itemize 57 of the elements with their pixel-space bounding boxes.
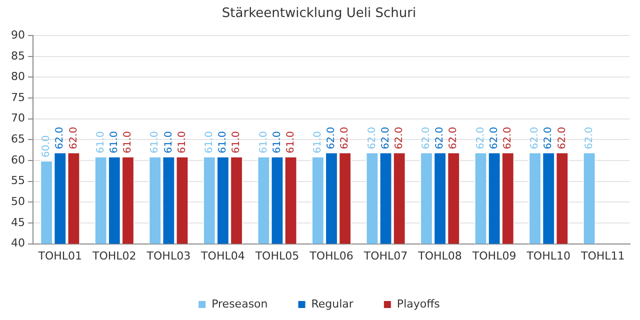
legend-label: Preseason xyxy=(212,297,268,310)
y-tick-label: 55 xyxy=(10,174,25,188)
data-label: 61.0 xyxy=(258,131,270,154)
data-label: 62.0 xyxy=(543,126,554,150)
y-tick-label: 65 xyxy=(10,132,25,146)
x-tick-label: TOHL02 xyxy=(92,249,136,262)
y-tick-label: 50 xyxy=(10,195,25,208)
x-tick-label: TOHL08 xyxy=(417,249,462,262)
data-label: 62.0 xyxy=(502,126,514,150)
data-label: 62.0 xyxy=(434,126,446,150)
data-label: 61.0 xyxy=(163,131,174,154)
y-tick-label: 40 xyxy=(10,236,25,250)
data-label: 61.0 xyxy=(272,131,283,154)
data-label: 62.0 xyxy=(584,126,595,150)
x-tick-label: TOHL11 xyxy=(580,249,625,262)
data-label: 61.0 xyxy=(176,131,188,154)
data-label: 60.0 xyxy=(41,135,52,158)
x-tick-label: TOHL07 xyxy=(362,249,408,262)
data-label: 62.0 xyxy=(366,126,378,150)
x-tick-label: TOHL03 xyxy=(146,249,191,262)
data-label: 61.0 xyxy=(109,131,120,154)
legend-label: Playoffs xyxy=(396,297,440,310)
legend-label: Regular xyxy=(311,297,354,310)
data-label: 62.0 xyxy=(530,126,541,150)
data-label: 62.0 xyxy=(556,126,568,150)
y-tick-label: 60 xyxy=(10,153,25,166)
data-label: 61.0 xyxy=(231,131,242,154)
data-label: 62.0 xyxy=(394,126,405,150)
data-label: 62.0 xyxy=(380,126,392,150)
chart-title: Stärkeentwicklung Ueli Schuri xyxy=(222,6,416,22)
data-label: 62.0 xyxy=(326,126,338,150)
y-tick-label: 80 xyxy=(10,70,25,84)
data-label: 61.0 xyxy=(122,131,134,154)
data-label: 62.0 xyxy=(421,126,432,150)
y-tick-label: 85 xyxy=(10,49,25,62)
x-tick-label: TOHL09 xyxy=(471,249,516,262)
y-tick-label: 90 xyxy=(10,28,25,42)
data-label: 62.0 xyxy=(488,126,500,150)
data-label: 62.0 xyxy=(340,126,351,150)
data-label: 61.0 xyxy=(204,131,215,154)
data-label: 62.0 xyxy=(475,126,486,150)
y-tick-label: 75 xyxy=(10,90,25,104)
data-label: 61.0 xyxy=(95,131,106,154)
data-label: 61.0 xyxy=(312,131,324,154)
x-tick-label: TOHL04 xyxy=(200,249,245,262)
x-tick-label: TOHL01 xyxy=(37,249,82,262)
x-tick-label: TOHL10 xyxy=(526,249,570,262)
x-tick-label: TOHL06 xyxy=(308,249,354,262)
data-label: 61.0 xyxy=(218,131,229,154)
data-label: 61.0 xyxy=(285,131,296,154)
x-tick-label: TOHL05 xyxy=(254,249,300,262)
y-tick-label: 45 xyxy=(10,216,25,229)
data-label: 62.0 xyxy=(448,126,460,150)
y-tick-label: 70 xyxy=(10,112,25,125)
data-label: 62.0 xyxy=(68,126,80,150)
data-label: 62.0 xyxy=(54,126,66,150)
data-label: 61.0 xyxy=(150,131,161,154)
